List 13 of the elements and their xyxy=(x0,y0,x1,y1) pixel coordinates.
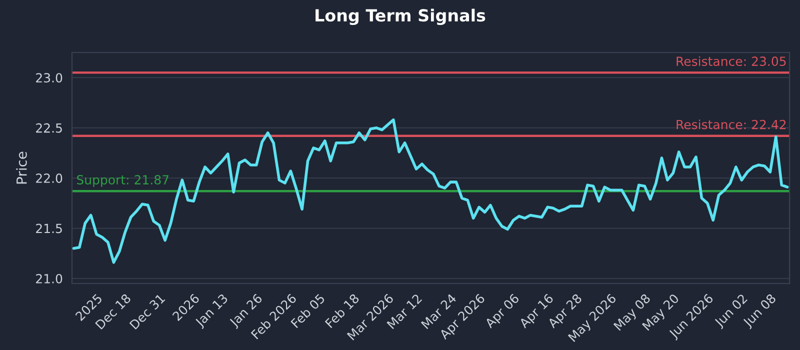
ref-line-label: Support: 21.87 xyxy=(76,175,168,187)
y-tick-label: 21.0 xyxy=(36,274,62,284)
line-series xyxy=(72,118,789,264)
x-tick-label: Dec 31 xyxy=(129,294,166,330)
y-tick-label: 22.5 xyxy=(36,123,62,133)
y-axis-title: Price xyxy=(16,152,27,184)
ref-line-label: Resistance: 23.05 xyxy=(676,56,786,66)
x-tick-label: Apr 06 xyxy=(484,293,522,330)
ref-line-label: Resistance: 22.42 xyxy=(676,120,786,130)
y-tick-label: 21.5 xyxy=(36,224,62,234)
y-tick-label: 22.0 xyxy=(36,174,62,183)
chart-title: Long Term Signals xyxy=(316,8,486,26)
y-tick-label: 23.0 xyxy=(36,73,62,83)
